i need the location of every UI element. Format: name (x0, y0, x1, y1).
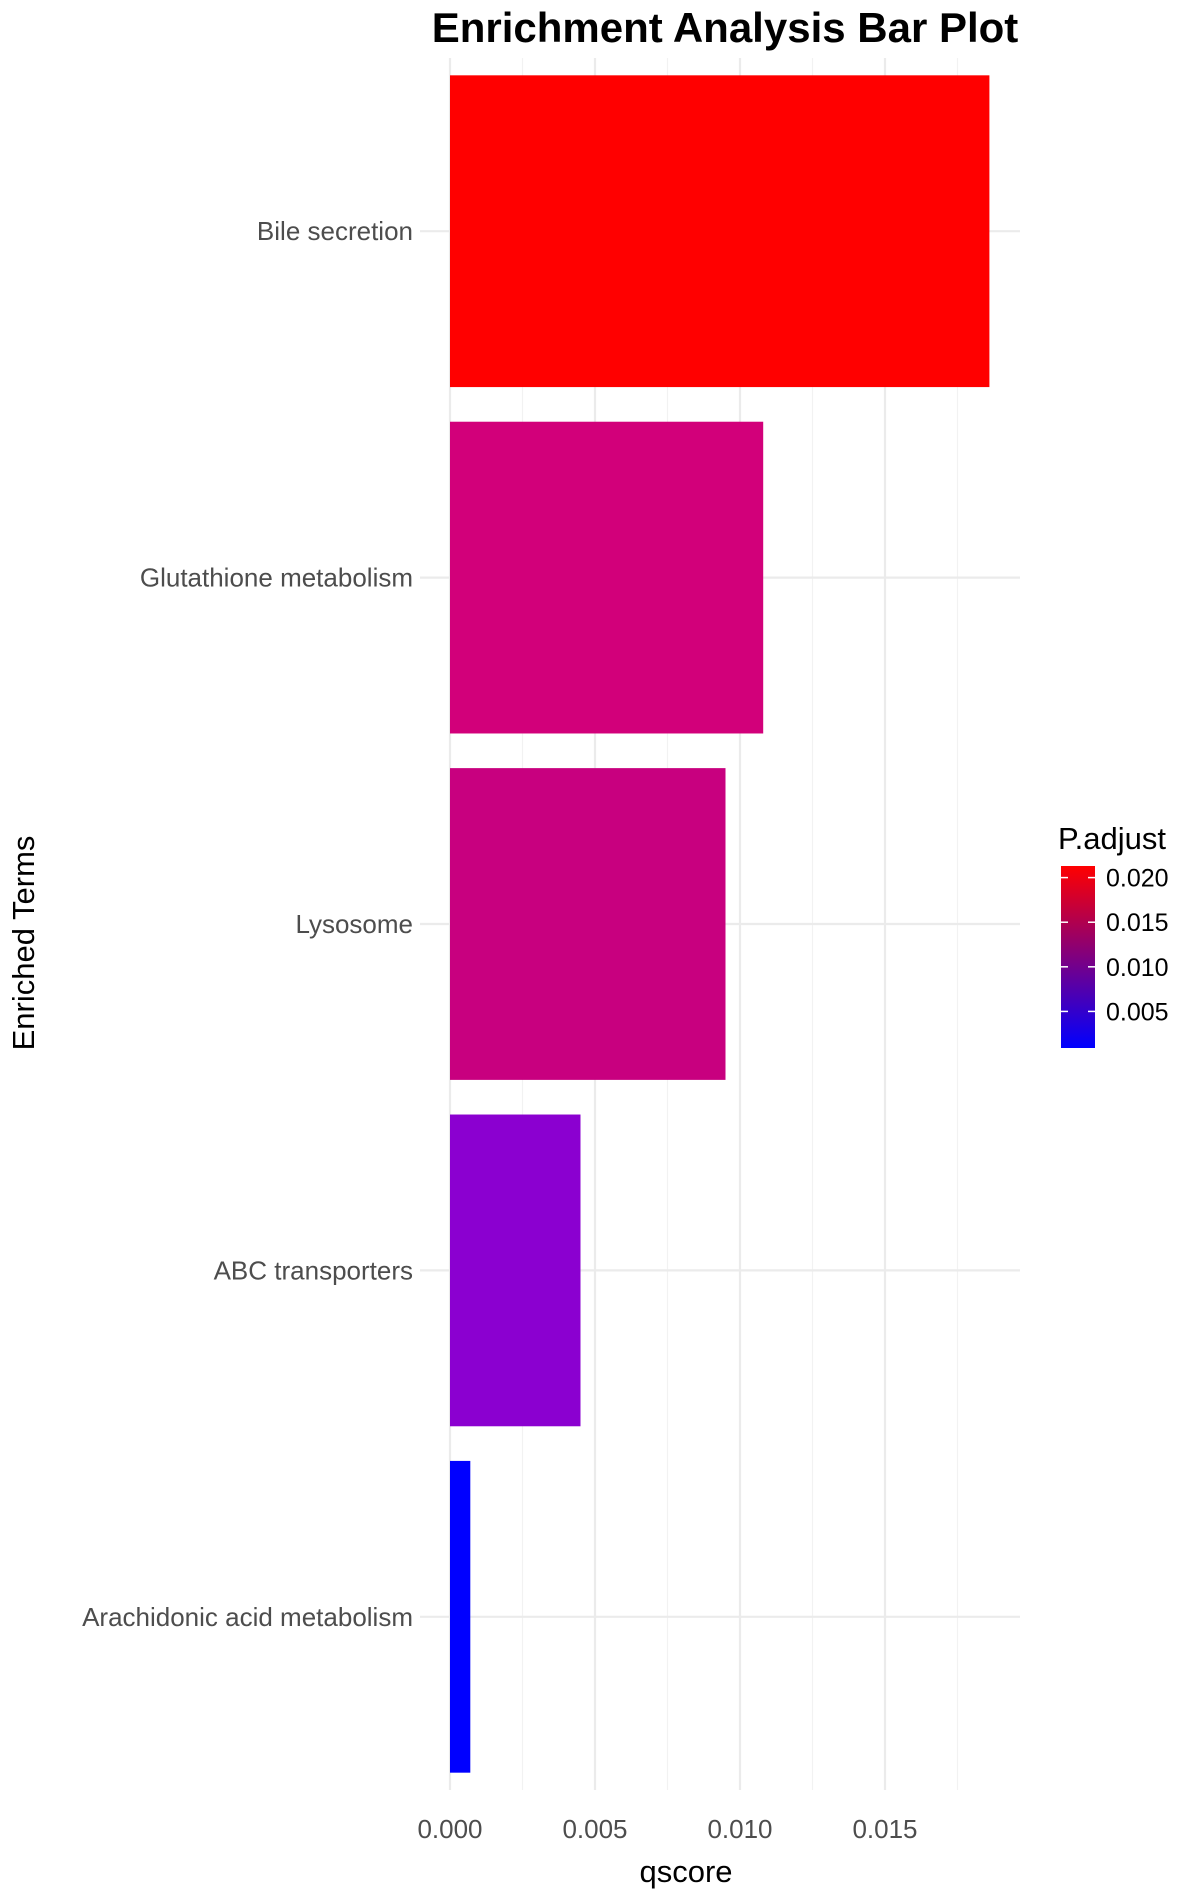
bar-layer (450, 75, 990, 1773)
chart-title: Enrichment Analysis Bar Plot (432, 4, 1019, 51)
legend-tick-label: 0.005 (1106, 998, 1169, 1026)
color-legend: P.adjust 0.020 0.015 0.010 0.005 (1058, 821, 1169, 1048)
legend-tick-label: 0.015 (1106, 909, 1169, 937)
x-tick-label: 0.000 (417, 1814, 482, 1844)
x-tick-label: 0.015 (852, 1814, 917, 1844)
legend-colorbar (1061, 866, 1095, 1048)
y-tick-label: ABC transporters (214, 1255, 413, 1285)
bar (450, 1460, 471, 1773)
legend-ticks: 0.020 0.015 0.010 0.005 (1061, 865, 1169, 1026)
y-tick-label: Lysosome (295, 909, 413, 939)
legend-tick-label: 0.010 (1106, 954, 1169, 982)
bar (450, 421, 764, 734)
y-tick-label: Glutathione metabolism (140, 563, 413, 593)
legend-title: P.adjust (1058, 821, 1166, 856)
y-tick-label: Bile secretion (257, 216, 413, 246)
bar (450, 1114, 581, 1427)
y-tick-label: Arachidonic acid metabolism (82, 1602, 413, 1632)
x-axis-title: qscore (639, 1854, 732, 1889)
y-axis-title: Enriched Terms (6, 836, 41, 1051)
legend-tick-label: 0.020 (1106, 865, 1169, 893)
bar (450, 768, 726, 1080)
axis-layer: Bile secretion Glutathione metabolism Lyso… (82, 216, 917, 1844)
x-tick-label: 0.005 (562, 1814, 627, 1844)
bar (450, 75, 990, 388)
x-tick-label: 0.010 (707, 1814, 772, 1844)
